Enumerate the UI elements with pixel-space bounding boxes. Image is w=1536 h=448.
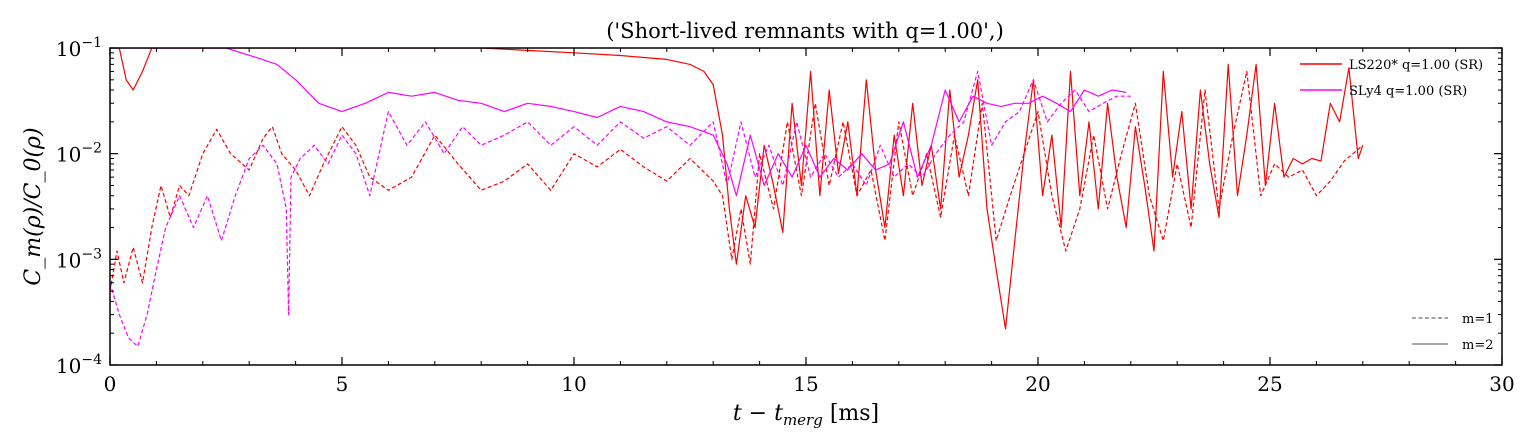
series-line-3 [110, 70, 1131, 347]
y-tick-label: 10−3 [56, 246, 102, 272]
x-axis-label-main: t − t [733, 401, 783, 426]
chart-title: ('Short-lived remnants with q=1.00',) [606, 19, 1004, 43]
x-axis-label: t − tmerg [ms] [733, 401, 879, 429]
x-tick-label: 20 [1025, 372, 1050, 396]
legend-mode-label: m=1 [1462, 312, 1494, 327]
x-axis-label-sub: merg [783, 411, 823, 429]
legend-eos-label: SLy4 q=1.00 (SR) [1349, 84, 1467, 99]
y-axis-label: C_m(ρ)/C_0(ρ) [21, 127, 46, 285]
legend-eos: LS220* q=1.00 (SR) SLy4 q=1.00 (SR) [1300, 58, 1483, 99]
x-axis: 0 5 10 15 20 25 30 [104, 48, 1515, 396]
y-tick-label: 10−1 [56, 35, 102, 61]
y-tick-label: 10−2 [56, 141, 102, 167]
x-tick-label: 0 [104, 372, 117, 396]
y-tick-label: 10−4 [56, 352, 102, 378]
x-tick-label: 15 [793, 372, 818, 396]
plot-frame [109, 47, 1503, 366]
legend-mode-label: m=2 [1462, 338, 1494, 353]
series-layer [110, 48, 1364, 347]
series-line-0 [110, 48, 1364, 330]
x-tick-label: 5 [336, 372, 349, 396]
y-axis: 10−4 10−3 10−2 10−1 [56, 35, 1502, 378]
x-tick-label: 30 [1489, 372, 1514, 396]
x-tick-label: 10 [561, 372, 586, 396]
legend-eos-label: LS220* q=1.00 (SR) [1349, 58, 1483, 73]
series-line-1 [110, 70, 1364, 292]
legend-modes: m=1 m=2 [1412, 312, 1494, 353]
x-tick-label: 25 [1257, 372, 1282, 396]
series-line-2 [110, 48, 1127, 197]
x-axis-label-unit: [ms] [823, 401, 879, 426]
